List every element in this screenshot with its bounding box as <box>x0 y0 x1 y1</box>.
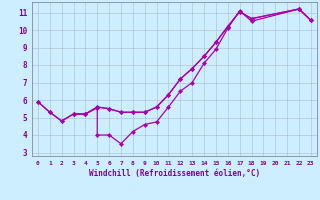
X-axis label: Windchill (Refroidissement éolien,°C): Windchill (Refroidissement éolien,°C) <box>89 169 260 178</box>
